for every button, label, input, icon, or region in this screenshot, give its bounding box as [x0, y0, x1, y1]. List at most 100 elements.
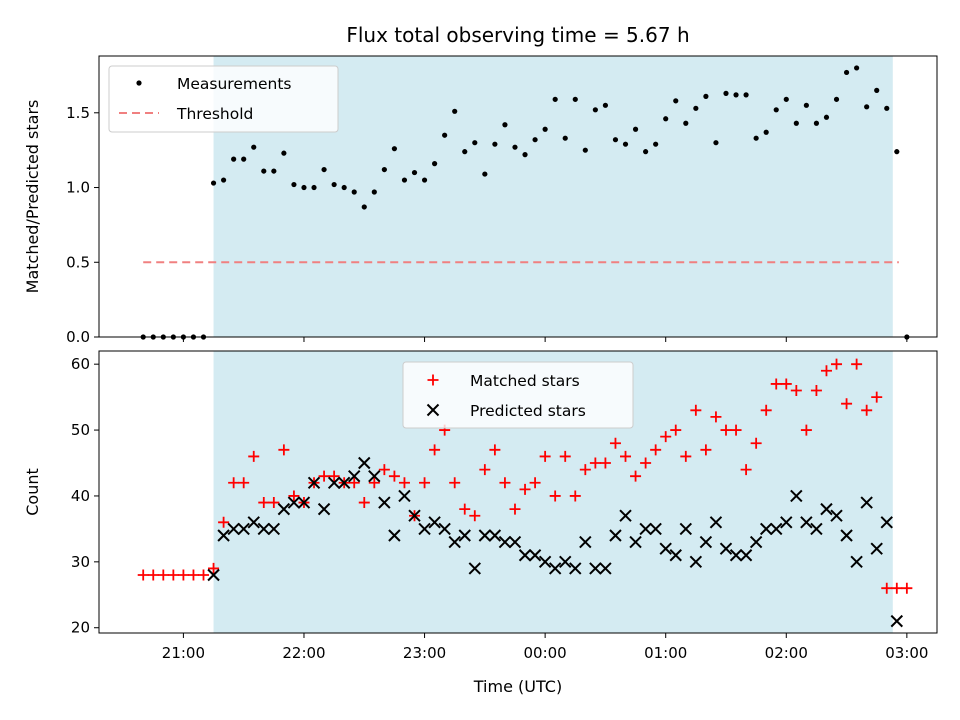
series-measurements: [140, 65, 910, 340]
predicted-stars-point: [528, 549, 542, 562]
matched-stars-point: [177, 569, 189, 581]
predicted-stars-point: [388, 529, 401, 542]
measurement-point: [653, 141, 659, 147]
measurement-point: [241, 156, 247, 162]
matched-stars-point: [589, 457, 601, 469]
predicted-stars-point: [589, 562, 602, 575]
predicted-stars-point: [548, 562, 562, 575]
measurement-point: [482, 171, 488, 177]
count-panel-frame: [98, 350, 938, 634]
predicted-stars-point: [860, 496, 873, 509]
predicted-stars-point: [759, 522, 773, 536]
matched-stars-point: [609, 437, 621, 449]
predicted-stars-point: [458, 529, 471, 542]
predicted-stars-point: [569, 562, 582, 575]
predicted-stars-point: [538, 555, 552, 569]
y-tick-label: 20: [71, 619, 90, 637]
predicted-stars-point: [699, 535, 713, 549]
x-tick-label: 03:00: [885, 644, 928, 662]
matched-stars-point: [449, 477, 461, 489]
predicted-stars-point: [609, 529, 622, 542]
matched-stars-point: [620, 450, 632, 462]
measurement-point: [522, 152, 528, 158]
predicted-stars-point: [518, 549, 532, 562]
measurement-point: [251, 144, 257, 150]
matched-stars-point: [559, 450, 571, 462]
measurement-point: [733, 92, 739, 98]
matched-stars-point: [388, 470, 400, 482]
matched-stars-point: [579, 464, 591, 476]
legend-predicted-marker: [426, 403, 440, 417]
predicted-stars-point: [669, 549, 682, 562]
measurement-point: [663, 116, 669, 122]
predicted-stars-point: [639, 522, 652, 536]
measurement-point: [210, 180, 217, 186]
measurement-point: [673, 98, 679, 104]
matched-stars-point: [630, 470, 642, 482]
measurement-point: [833, 96, 840, 102]
matched-stars-point: [539, 450, 551, 462]
legend-frame: [108, 65, 339, 133]
predicted-stars-point: [348, 469, 361, 483]
ratio-panel: 0.0 0.5 1.0 1.5 Flux total observing time =…: [23, 23, 938, 346]
predicted-stars-point: [790, 489, 803, 503]
measurement-point: [643, 149, 649, 155]
matched-stars-point: [238, 477, 250, 489]
predicted-stars-point: [488, 529, 502, 542]
matched-stars-point: [650, 444, 662, 456]
predicted-stars-point: [227, 522, 240, 536]
predicted-stars-point: [327, 476, 341, 489]
count-panel: 20 30 40 50 60 21:00 22:00 23:00 00:00 01:00 02:00…: [23, 350, 938, 696]
matched-stars-point: [499, 477, 511, 489]
predicted-stars-point: [448, 535, 461, 549]
measurement-point: [452, 108, 458, 114]
predicted-stars-point: [247, 516, 260, 529]
predicted-stars-point: [719, 542, 733, 555]
chart-title: Flux total observing time = 5.67 h: [346, 23, 689, 47]
matched-stars-point: [419, 477, 431, 489]
matched-stars-point: [740, 464, 752, 476]
measurement-point: [592, 107, 598, 113]
measurement-point: [723, 90, 729, 96]
x-tick-label: 00:00: [524, 644, 567, 662]
matched-stars-point: [831, 358, 843, 370]
measurement-point: [854, 65, 860, 71]
measurement-point: [572, 96, 578, 102]
matched-stars-point: [187, 569, 199, 581]
predicted-stars-point: [438, 522, 451, 536]
matched-stars-point: [137, 569, 149, 581]
predicted-stars-point: [559, 555, 572, 569]
measurement-point: [371, 189, 377, 195]
predicted-stars-point: [599, 562, 612, 575]
matched-stars-point: [248, 450, 260, 462]
matched-stars-point: [760, 404, 772, 416]
predicted-stars-point: [770, 522, 783, 536]
predicted-stars-point: [880, 516, 893, 529]
measurement-point: [411, 169, 418, 176]
predicted-stars-point: [277, 502, 291, 516]
measurement-point: [793, 120, 799, 126]
measurement-point: [442, 132, 448, 138]
measurement-point: [291, 181, 297, 188]
ratio-y-axis-label: Matched/Predicted stars: [23, 100, 42, 294]
measurement-point: [713, 140, 719, 146]
matched-stars-point: [770, 378, 782, 390]
x-axis-label: Time (UTC): [473, 677, 562, 696]
matched-stars-point: [469, 510, 481, 522]
y-tick-label: 1.5: [66, 104, 90, 122]
predicted-stars-point: [287, 496, 301, 509]
series-matched-stars: [137, 358, 913, 594]
predicted-stars-point: [629, 535, 642, 549]
matched-stars-point: [640, 457, 652, 469]
x-tick-label: 22:00: [282, 644, 325, 662]
legend-matched-marker: [427, 374, 439, 386]
matched-stars-point: [167, 569, 179, 581]
measurement-point: [432, 161, 438, 167]
matched-stars-point: [157, 569, 169, 581]
matched-stars-point: [258, 497, 270, 509]
matched-stars-point: [479, 464, 491, 476]
predicted-stars-point: [709, 516, 723, 529]
ratio-panel-frame: [98, 55, 938, 338]
predicted-stars-point: [418, 522, 431, 536]
predicted-stars-point: [870, 542, 883, 555]
